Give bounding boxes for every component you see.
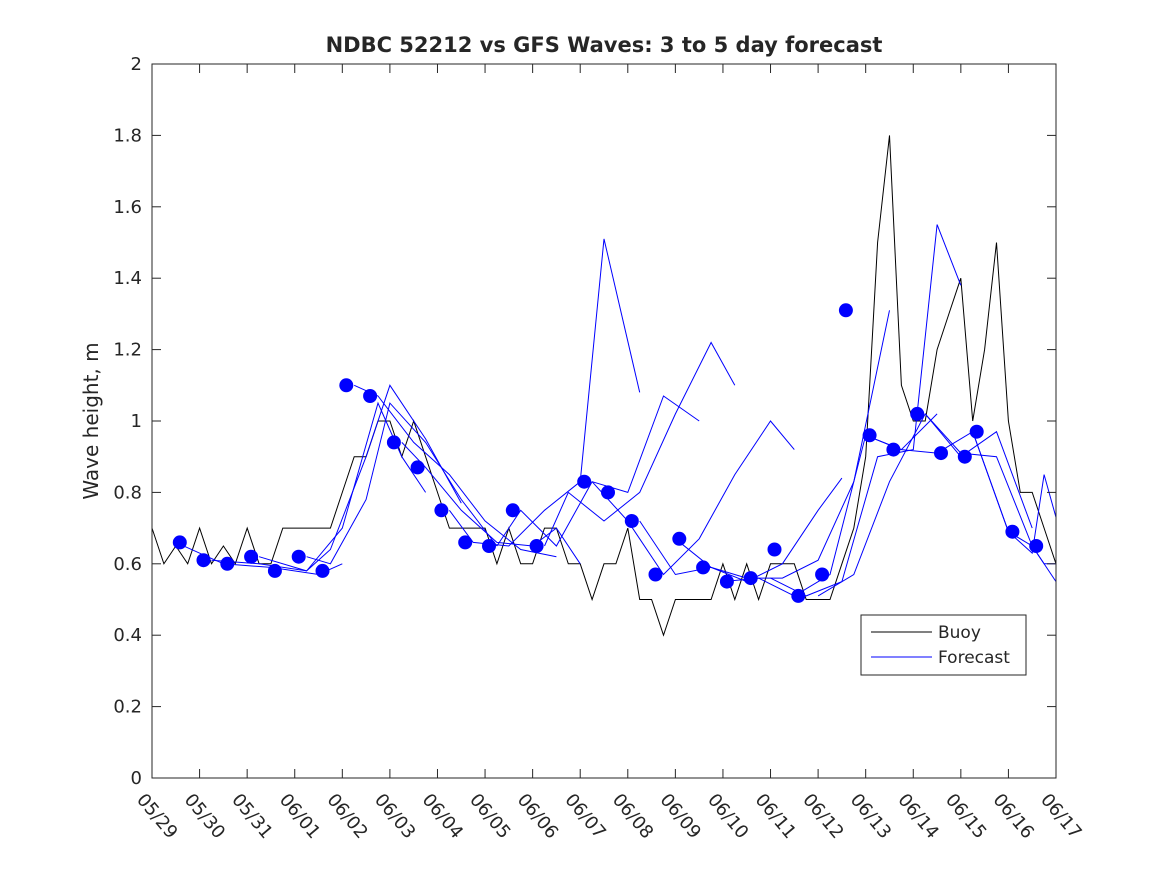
x-tick-label: 06/10 [703, 790, 752, 843]
forecast-marker [505, 503, 520, 518]
forecast-series-line-2 [211, 401, 427, 572]
plot-area: 0 0.2 0.4 0.6 0.8 1 1.2 1.4 1.6 1.8 2 05/2905/3005/… [113, 54, 1085, 843]
x-tick-label: 06/03 [370, 790, 419, 843]
forecast-marker [291, 549, 306, 564]
y-tick-label: 1.6 [113, 197, 142, 218]
x-tick-label: 06/13 [846, 790, 895, 843]
y-tick-label: 1.8 [113, 125, 142, 146]
x-tick-label: 06/01 [275, 790, 324, 843]
forecast-marker [434, 503, 449, 518]
x-tick-label: 06/14 [893, 790, 942, 843]
forecast-marker [743, 571, 758, 586]
forecast-marker [957, 449, 972, 464]
forecast-marker [244, 549, 259, 564]
forecast-marker [339, 378, 354, 393]
forecast-marker [482, 539, 496, 553]
x-tick-label: 05/30 [180, 790, 229, 843]
y-tick-label: 2 [131, 54, 142, 75]
y-tick-label: 0 [131, 768, 142, 789]
legend-forecast-label: Forecast [938, 648, 1010, 668]
chart-title: NDBC 52212 vs GFS Waves: 3 to 5 day fore… [326, 33, 883, 57]
forecast-marker [529, 539, 544, 553]
forecast-marker [601, 485, 615, 500]
legend-buoy-label: Buoy [938, 623, 981, 643]
x-tick-label: 06/06 [513, 790, 562, 843]
forecast-marker [934, 446, 948, 461]
y-tick-label: 0.6 [113, 554, 142, 575]
forecast-marker [696, 560, 711, 575]
forecast-marker [267, 563, 282, 578]
legend-box [860, 614, 1027, 676]
forecast-marker [838, 303, 853, 318]
forecast-marker [577, 474, 592, 489]
forecast-marker [648, 567, 663, 582]
forecast-marker [196, 553, 211, 568]
forecast-marker [172, 535, 187, 550]
x-tick-label: 05/29 [132, 790, 181, 843]
forecast-marker [862, 428, 877, 443]
forecast-marker [410, 460, 425, 475]
x-tick-label: 06/04 [418, 790, 467, 843]
forecast-marker [624, 514, 639, 528]
x-tick-label: 06/17 [1036, 790, 1085, 843]
forecast-series-line-7 [448, 238, 641, 547]
forecast-marker [363, 389, 378, 403]
y-tick-label: 0.2 [113, 697, 142, 718]
forecast-marker [386, 435, 401, 450]
x-tick-label: 06/09 [656, 790, 705, 843]
forecast-series-line-9 [544, 341, 736, 547]
forecast-marker [1029, 539, 1044, 553]
y-tick-label: 1.2 [113, 340, 142, 361]
x-tick-label: 06/07 [560, 790, 609, 843]
x-tick-label: 06/02 [322, 790, 371, 843]
forecast-series-line-6 [401, 442, 581, 565]
forecast-series-line-5 [353, 384, 557, 558]
forecast-marker [910, 406, 925, 421]
forecast-marker [969, 424, 984, 439]
forecast-marker [815, 567, 830, 582]
x-tick-label: 06/05 [465, 790, 514, 843]
forecast-marker [767, 542, 782, 557]
y-axis-label: Wave height, m [79, 342, 103, 499]
forecast-series-line-14 [770, 224, 962, 597]
forecast-marker [315, 563, 330, 578]
x-tick-label: 05/31 [227, 790, 276, 843]
x-tick-label: 06/08 [608, 790, 657, 843]
forecast-marker [458, 535, 473, 550]
y-tick-label: 1 [131, 411, 142, 432]
forecast-marker [886, 442, 901, 457]
series-group [152, 135, 1056, 637]
forecast-series-line-17 [924, 413, 1056, 565]
forecast-marker [1005, 524, 1020, 539]
forecast-marker [672, 531, 687, 546]
x-tick-label: 06/15 [941, 790, 990, 843]
forecast-series-line-3 [258, 384, 462, 572]
y-tick-label: 0.8 [113, 482, 142, 503]
x-tick-label: 06/11 [751, 790, 800, 843]
buoy-series-line [152, 135, 1056, 637]
y-tick-label: 0.4 [113, 625, 142, 646]
x-tick-label: 06/12 [798, 790, 847, 843]
forecast-marker [719, 574, 734, 589]
forecast-marker [220, 556, 235, 571]
forecast-series-line-18 [972, 431, 1056, 555]
x-tick-label: 06/16 [989, 790, 1038, 843]
y-tick-label: 1.4 [113, 268, 142, 289]
forecast-marker [791, 588, 806, 603]
forecast-series-line-4 [306, 402, 498, 565]
legend: Buoy Forecast [860, 614, 1027, 676]
